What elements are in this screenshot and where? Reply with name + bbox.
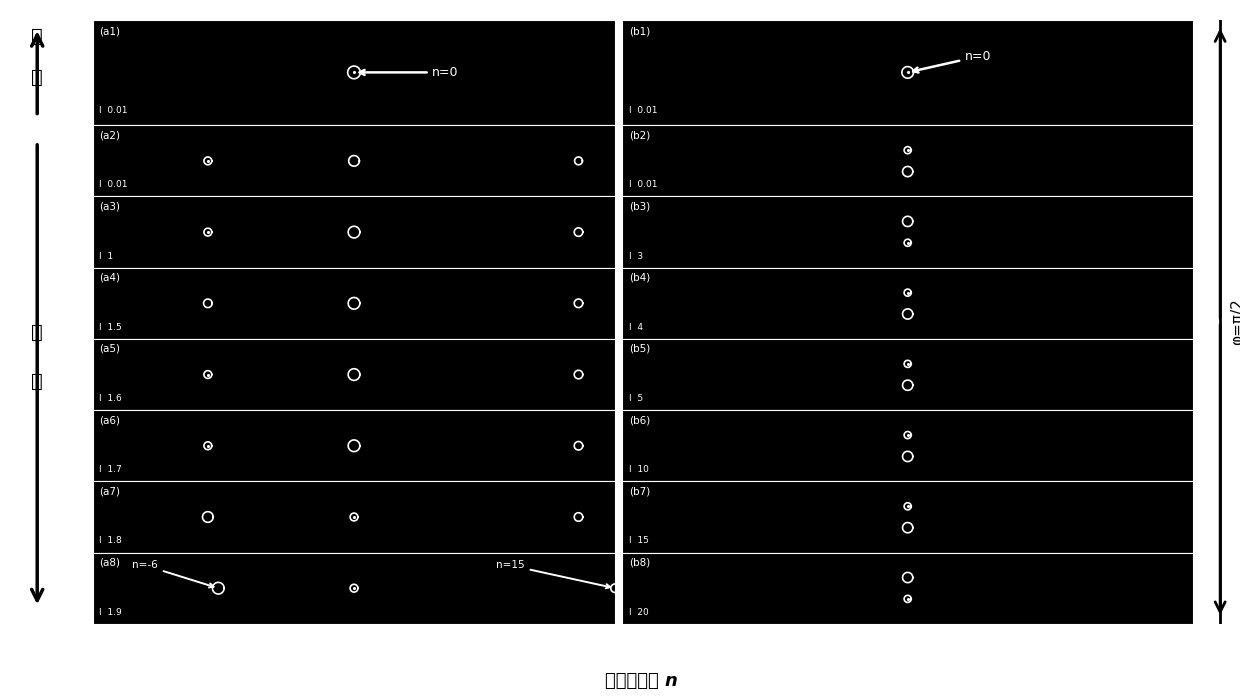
Text: I  1.7: I 1.7 [99, 466, 122, 474]
Text: (a2): (a2) [99, 130, 120, 140]
Text: n=0: n=0 [913, 50, 991, 72]
Text: I  1.8: I 1.8 [99, 537, 122, 546]
Text: φ=π/2: φ=π/2 [1230, 298, 1240, 345]
Text: I  1.9: I 1.9 [99, 608, 122, 617]
Text: (a4): (a4) [99, 273, 120, 283]
Text: (a8): (a8) [99, 558, 120, 567]
Text: (a3): (a3) [99, 201, 120, 211]
Text: (b6): (b6) [630, 415, 651, 425]
Text: I  1.5: I 1.5 [99, 323, 122, 332]
Text: (b7): (b7) [630, 487, 651, 496]
Text: (a5): (a5) [99, 344, 120, 354]
Text: I  4: I 4 [630, 323, 644, 332]
Text: I  0.01: I 0.01 [630, 106, 658, 115]
Text: n=15: n=15 [496, 560, 610, 588]
Text: (a6): (a6) [99, 415, 120, 425]
Text: 射: 射 [31, 372, 43, 391]
Text: I  15: I 15 [630, 537, 650, 546]
Text: I  0.01: I 0.01 [99, 181, 128, 190]
Text: (b5): (b5) [630, 344, 651, 354]
Text: I  0.01: I 0.01 [630, 181, 658, 190]
Text: 晶格位置， n: 晶格位置， n [605, 672, 677, 690]
Text: n=-6: n=-6 [133, 560, 213, 588]
Text: (a7): (a7) [99, 487, 120, 496]
Text: I  1: I 1 [99, 252, 113, 261]
Text: I  5: I 5 [630, 394, 644, 403]
Text: n=0: n=0 [360, 66, 459, 79]
Text: (b4): (b4) [630, 273, 651, 283]
Text: I  0.01: I 0.01 [99, 106, 128, 115]
Text: I  20: I 20 [630, 608, 649, 617]
Text: (b1): (b1) [630, 27, 651, 37]
Text: I  1.6: I 1.6 [99, 394, 122, 403]
Text: (b2): (b2) [630, 130, 651, 140]
Text: I  10: I 10 [630, 466, 650, 474]
Text: 射: 射 [31, 68, 43, 87]
Text: (b8): (b8) [630, 558, 651, 567]
Text: I  3: I 3 [630, 252, 644, 261]
Text: 出: 出 [31, 323, 43, 342]
Text: (a1): (a1) [99, 27, 120, 37]
Text: (b3): (b3) [630, 201, 651, 211]
Text: 入: 入 [31, 26, 43, 45]
